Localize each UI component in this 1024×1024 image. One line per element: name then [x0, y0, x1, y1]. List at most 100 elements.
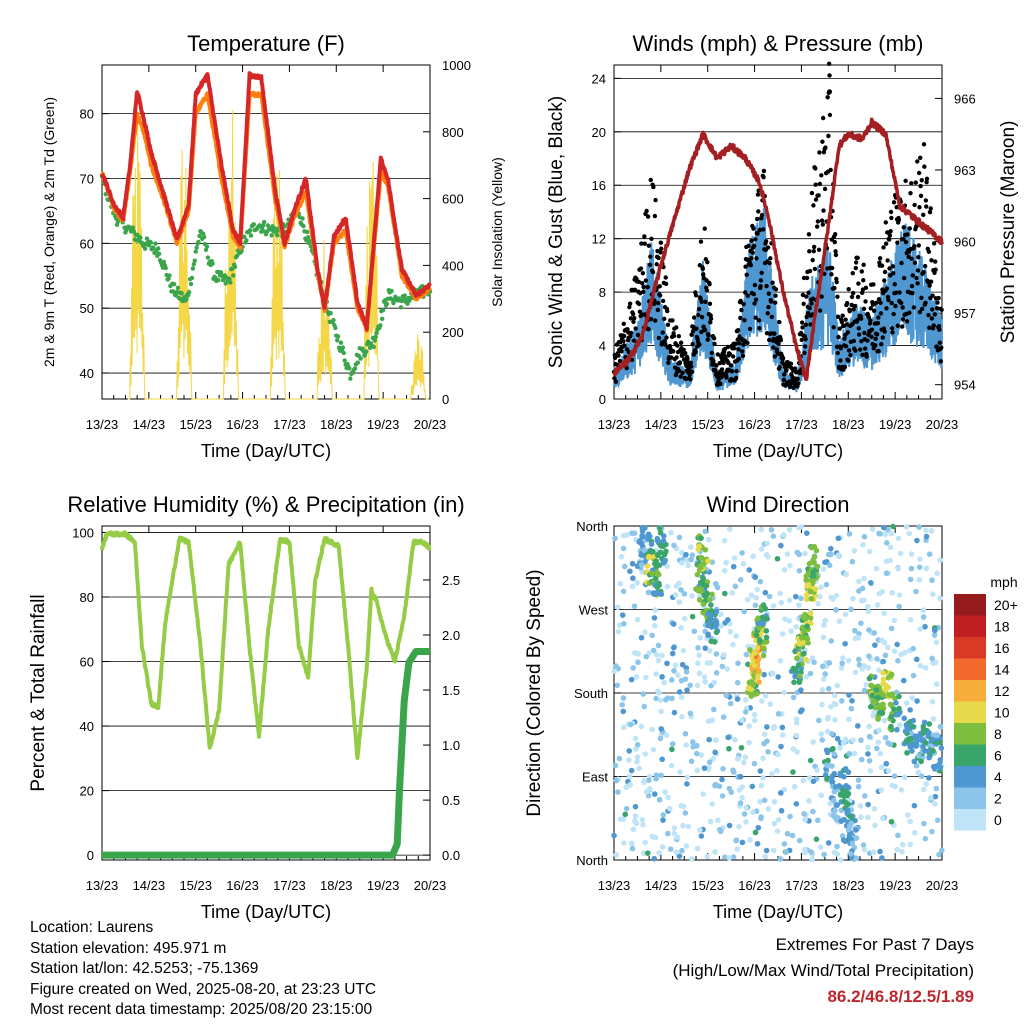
- gust-point: [822, 186, 828, 192]
- direction-point: [933, 681, 940, 688]
- direction-point: [854, 723, 861, 729]
- dewpoint-point: [342, 358, 347, 363]
- direction-point: [915, 753, 922, 759]
- gust-point: [736, 356, 742, 362]
- dewpoint-point: [161, 259, 167, 265]
- dewpoint-point: [348, 376, 353, 381]
- direction-point: [871, 805, 878, 812]
- direction-point: [837, 770, 844, 777]
- gust-point: [708, 320, 713, 325]
- dewpoint-point: [144, 236, 150, 241]
- direction-point: [775, 711, 782, 717]
- direction-point: [791, 783, 798, 790]
- direction-point: [915, 769, 922, 776]
- direction-point: [799, 707, 805, 713]
- direction-point: [880, 701, 886, 708]
- gust-point: [834, 279, 839, 285]
- gust-point: [809, 301, 814, 306]
- gust-point: [654, 262, 659, 267]
- direction-point: [737, 773, 744, 780]
- direction-point: [687, 710, 694, 717]
- y-tick-label: South: [574, 686, 608, 701]
- y-tick-label: 40: [80, 719, 94, 734]
- direction-point: [813, 836, 820, 843]
- gust-point: [680, 370, 685, 376]
- direction-point: [630, 575, 636, 582]
- gust-point: [927, 325, 932, 330]
- humidity-line: [100, 530, 432, 761]
- direction-point: [855, 783, 862, 790]
- direction-point: [777, 658, 784, 664]
- direction-point: [814, 563, 821, 570]
- direction-point: [672, 662, 679, 669]
- gust-point: [612, 376, 617, 381]
- gust-point: [660, 298, 666, 304]
- colorbar-label: 12: [994, 683, 1010, 699]
- direction-point: [652, 575, 659, 582]
- direction-point: [709, 591, 715, 598]
- direction-point: [920, 607, 927, 613]
- dewpoint-point: [204, 244, 210, 249]
- dewpoint-point: [358, 356, 363, 361]
- direction-point: [882, 531, 888, 538]
- colorbar-label: 14: [994, 661, 1010, 677]
- direction-point: [658, 726, 665, 732]
- gust-point: [878, 300, 883, 305]
- direction-point: [656, 850, 662, 856]
- direction-point: [640, 821, 646, 828]
- direction-point: [918, 758, 924, 765]
- gust-point: [756, 209, 761, 214]
- direction-point: [921, 719, 928, 726]
- direction-point: [757, 578, 764, 585]
- direction-point: [811, 659, 817, 666]
- direction-point: [923, 533, 930, 540]
- direction-point: [683, 742, 690, 748]
- direction-point: [719, 776, 725, 783]
- gust-point: [619, 349, 624, 354]
- direction-point: [756, 637, 763, 643]
- direction-point: [866, 627, 872, 633]
- direction-point: [761, 671, 767, 678]
- direction-point: [825, 840, 832, 846]
- direction-point: [712, 848, 718, 855]
- gust-point: [914, 275, 919, 281]
- direction-point: [846, 750, 852, 757]
- direction-point: [831, 700, 838, 707]
- dewpoint-point: [210, 261, 215, 266]
- gust-point: [835, 350, 840, 356]
- direction-point: [794, 655, 800, 662]
- gust-point: [843, 344, 849, 349]
- y-tick-label: East: [582, 770, 608, 785]
- gust-point: [894, 204, 899, 210]
- gust-point: [838, 346, 843, 351]
- gust-point: [927, 283, 932, 288]
- gust-point: [648, 317, 654, 322]
- direction-point: [790, 665, 797, 672]
- direction-point: [694, 682, 701, 689]
- gust-point: [696, 312, 701, 318]
- colorbar-swatch: [954, 637, 986, 659]
- direction-point: [649, 570, 655, 577]
- dewpoint-point: [380, 307, 386, 313]
- direction-point: [879, 589, 886, 595]
- direction-point: [754, 658, 761, 665]
- direction-point: [681, 591, 688, 597]
- gust-point: [639, 241, 644, 246]
- direction-point: [632, 813, 639, 819]
- direction-point: [912, 829, 918, 836]
- dewpoint-point: [228, 280, 233, 285]
- direction-point: [901, 774, 908, 781]
- gust-point: [928, 206, 933, 211]
- gust-point: [922, 164, 927, 169]
- y-tick-label: 8: [599, 285, 606, 300]
- x-tick-label: 20/23: [414, 878, 447, 893]
- dewpoint-point: [402, 293, 407, 298]
- direction-point: [928, 527, 935, 534]
- gust-point: [743, 264, 748, 269]
- direction-point: [709, 717, 716, 724]
- direction-point: [803, 656, 809, 663]
- gust-point: [693, 349, 698, 355]
- direction-point: [846, 531, 853, 537]
- direction-point: [727, 526, 733, 532]
- direction-point: [628, 840, 635, 847]
